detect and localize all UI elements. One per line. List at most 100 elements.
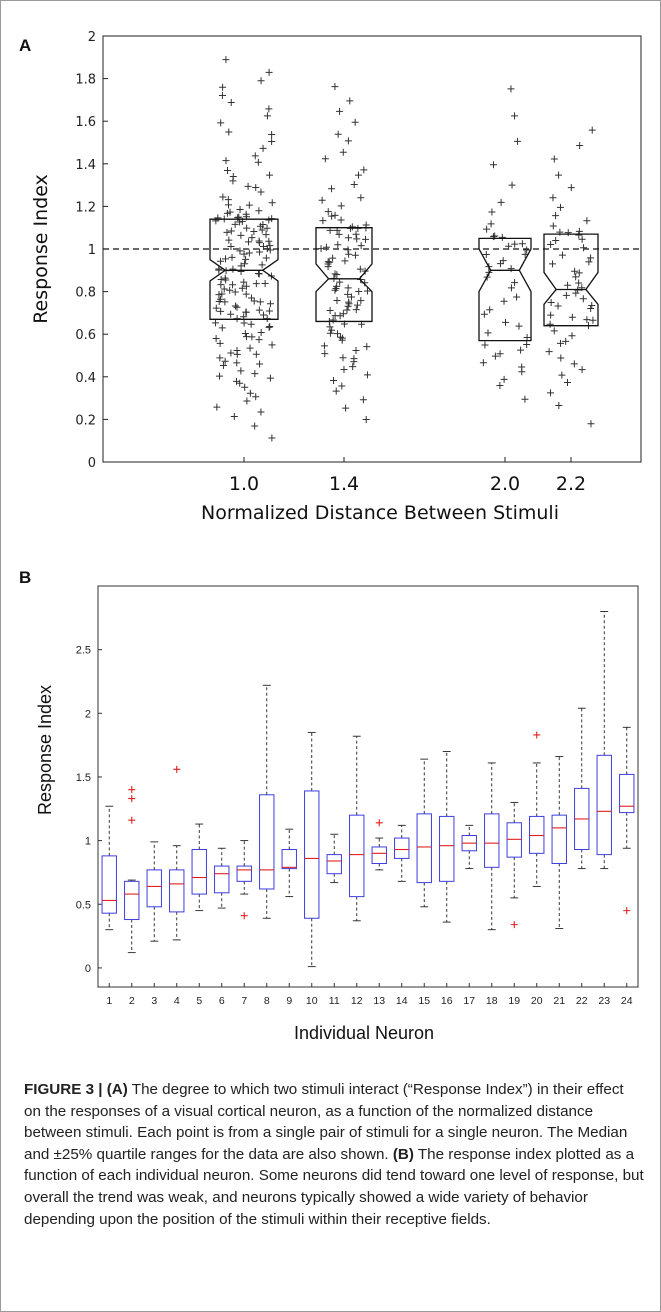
panel-b-label: B	[19, 568, 31, 587]
box-iqr	[281, 849, 297, 870]
data-point	[227, 99, 235, 107]
box-neuron-8	[259, 684, 275, 919]
data-point	[224, 167, 232, 175]
x-tick-label-b: 2	[129, 995, 135, 1007]
data-point	[511, 112, 519, 120]
box-iqr	[394, 837, 410, 859]
data-point	[224, 196, 232, 204]
data-point	[357, 297, 365, 305]
box-neuron-3	[146, 841, 162, 942]
data-point	[268, 434, 276, 442]
data-point	[329, 316, 337, 324]
data-point	[564, 281, 572, 289]
data-point	[562, 291, 570, 299]
data-point	[326, 323, 334, 331]
data-point	[583, 217, 591, 225]
y-tick-label: 1.8	[75, 73, 96, 88]
data-point	[552, 212, 560, 220]
data-point	[357, 242, 365, 250]
data-point	[222, 255, 230, 263]
y-tick-label: 1.6	[75, 115, 96, 130]
data-point	[328, 212, 336, 220]
box-neuron-5	[191, 823, 207, 912]
data-point	[221, 357, 229, 365]
data-point	[575, 231, 583, 239]
box-neuron-22	[574, 707, 590, 870]
data-point	[547, 311, 555, 319]
data-point	[259, 144, 267, 152]
data-point	[222, 56, 230, 64]
data-point	[484, 329, 492, 337]
data-point	[216, 339, 224, 347]
data-point	[348, 223, 356, 231]
box-iqr	[169, 869, 185, 913]
data-point	[567, 184, 575, 192]
y-tick-label: 0.8	[75, 286, 96, 301]
outlier-point	[128, 786, 136, 794]
data-point	[331, 286, 339, 294]
data-point	[352, 346, 360, 354]
data-point	[265, 237, 273, 245]
data-point	[212, 319, 220, 327]
data-point	[266, 171, 274, 179]
data-point	[321, 155, 329, 163]
data-point	[555, 171, 563, 179]
data-point	[261, 280, 269, 288]
data-point	[251, 422, 259, 430]
data-point	[333, 282, 341, 290]
data-point	[481, 341, 489, 349]
data-point	[266, 323, 274, 331]
data-point	[252, 280, 260, 288]
plot-frame-b	[97, 585, 639, 988]
data-point	[334, 130, 342, 138]
x-tick-label: 2.0	[490, 473, 520, 495]
y-tick-label-b: 2.5	[76, 645, 91, 657]
data-point	[558, 251, 566, 259]
data-point	[241, 383, 249, 391]
data-point	[257, 77, 265, 85]
data-point	[583, 316, 591, 324]
data-point	[547, 299, 555, 307]
x-tick-label-b: 4	[174, 995, 180, 1007]
data-point	[585, 258, 593, 266]
data-point	[265, 323, 273, 331]
caption-part-b-label: (B)	[392, 1145, 414, 1163]
data-point	[355, 288, 363, 296]
data-point	[350, 355, 358, 363]
data-point	[331, 211, 339, 219]
data-point	[243, 224, 251, 232]
x-tick-label-b: 18	[486, 995, 498, 1007]
data-point	[568, 332, 576, 340]
data-point	[357, 194, 365, 202]
x-tick-label-b: 10	[306, 995, 318, 1007]
data-point	[223, 228, 231, 236]
data-point	[218, 324, 226, 332]
data-point	[354, 224, 362, 232]
data-point	[231, 288, 239, 296]
data-point	[363, 371, 371, 379]
data-point	[258, 226, 266, 234]
scatter-group-1.4	[317, 83, 371, 424]
box-neuron-9	[281, 828, 297, 898]
outlier-point	[240, 912, 248, 920]
data-point	[571, 267, 579, 275]
data-point	[328, 185, 336, 193]
x-tick-label: 2.2	[556, 473, 586, 495]
data-point	[231, 220, 239, 228]
data-point	[217, 119, 225, 127]
box-neuron-15	[416, 758, 432, 908]
notched-box-2.2	[543, 233, 599, 327]
data-point	[496, 350, 504, 358]
data-point	[256, 298, 264, 306]
data-point	[257, 408, 265, 416]
data-point	[336, 278, 344, 286]
x-tick-label-b: 21	[553, 995, 565, 1007]
chart-b-ylabel: Response Index	[35, 685, 55, 815]
data-point	[242, 333, 250, 341]
data-point	[247, 294, 255, 302]
data-point	[217, 257, 225, 265]
data-point	[549, 194, 557, 202]
box-iqr	[416, 813, 432, 884]
data-point	[352, 306, 360, 314]
data-point	[331, 312, 339, 320]
